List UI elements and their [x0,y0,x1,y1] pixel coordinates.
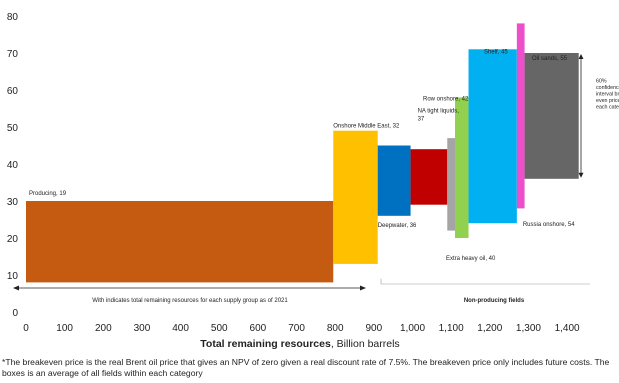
producing-width-arrow-head-right [360,285,366,291]
x-tick-label: 800 [327,323,344,334]
x-tick-label: 1,400 [555,323,580,334]
x-tick-label: 1,100 [439,323,464,334]
y-tick-label: 70 [7,49,19,60]
y-tick-label: 20 [7,234,19,245]
y-tick-label: 0 [12,308,18,319]
producing-width-arrow-head-left [13,285,19,291]
x-tick-label: 600 [250,323,267,334]
box-russia-onshore [516,23,525,209]
x-tick-label: 400 [172,323,189,334]
label-oil-sands: Oil sands, 55 [532,56,568,62]
label-line: 37 [418,117,425,123]
box-extra-heavy-oil [447,138,456,231]
x-tick-label: 1,300 [516,323,541,334]
label-deepwater: Deepwater, 36 [378,223,417,229]
x-tick-label: 200 [95,323,112,334]
producing-note: With indicates total remaining resources… [92,298,288,304]
confidence-annotation-line: even price for [596,98,619,104]
x-axis-title-bold: Total remaining resources [200,338,331,350]
x-tick-label: 100 [56,323,73,334]
label-shelf: Shelf, 45 [484,49,508,55]
confidence-arrow-head-top [578,54,584,59]
confidence-annotation-line: confidence [596,85,619,91]
x-tick-label: 0 [23,323,29,334]
box-row-onshore [455,97,469,239]
label-row-onshore: Row onshore, 42 [423,96,469,102]
box-deepwater [377,145,411,216]
x-axis-title-rest: , Billion barrels [331,338,400,350]
x-tick-label: 700 [288,323,305,334]
confidence-arrow-head-bottom [578,172,584,178]
x-tick-label: 300 [134,323,151,334]
label-russia-onshore: Russia onshore, 54 [523,222,575,228]
confidence-annotation-line: interval break- [596,92,619,98]
box-producing [26,201,334,283]
y-tick-label: 10 [7,271,19,282]
box-na-tight-liquids [410,149,448,205]
x-tick-label: 900 [366,323,383,334]
non-producing-label: Non-producing fields [464,298,525,304]
label-line: NA tight liquids, [418,109,460,115]
x-tick-label: 1,200 [477,323,502,334]
y-tick-label: 30 [7,197,19,208]
label-onshore-middle-east: Onshore Middle East, 32 [333,124,400,130]
x-tick-label: 1,000 [400,323,425,334]
y-tick-label: 80 [7,12,19,23]
confidence-annotation: 60%confidenceinterval break-even price f… [596,79,619,111]
footnote: *The breakeven price is the real Brent o… [2,357,610,378]
confidence-annotation-line: 60% [596,79,607,85]
label-producing: Producing, 19 [29,191,67,197]
y-tick-label: 60 [7,86,19,97]
box-onshore-middle-east [333,130,378,264]
box-oil-sands [524,53,579,179]
y-tick-label: 40 [7,160,19,171]
non-producing-bracket [380,278,590,285]
confidence-annotation-line: each category [596,105,619,111]
label-extra-heavy-oil: Extra heavy oil, 40 [446,256,496,262]
y-tick-label: 50 [7,123,19,134]
x-axis-title: Total remaining resources, Billion barre… [200,338,399,350]
label-na-tight-liquids: NA tight liquids, 37 [418,109,460,123]
box-shelf [468,49,517,224]
x-tick-label: 500 [211,323,228,334]
